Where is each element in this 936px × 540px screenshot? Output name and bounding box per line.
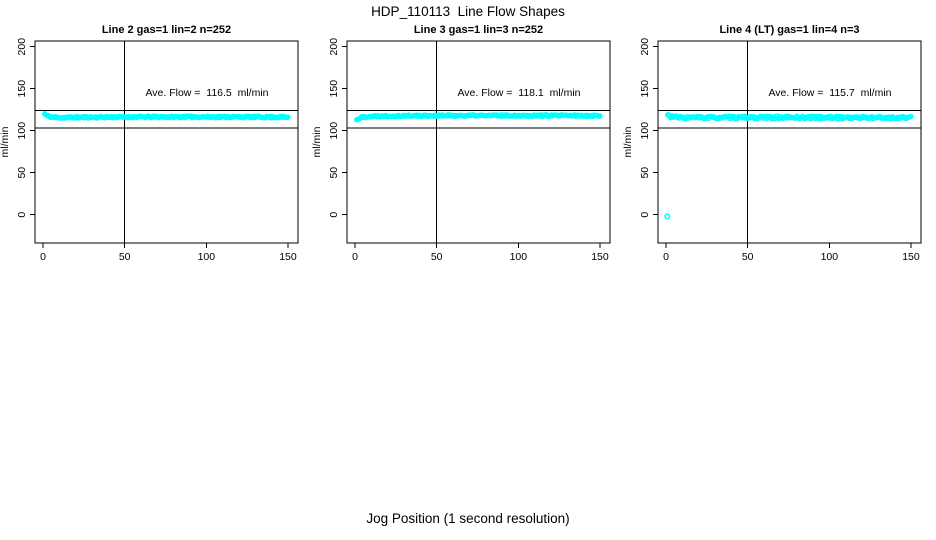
svg-text:200: 200 bbox=[16, 38, 28, 56]
svg-text:50: 50 bbox=[639, 167, 651, 179]
svg-text:50: 50 bbox=[119, 251, 131, 263]
scatter-plot-line3: 0 50 100 150 0 50 100 150 200 ml/min bbox=[311, 38, 611, 263]
svg-text:0: 0 bbox=[663, 251, 669, 263]
svg-text:0: 0 bbox=[16, 212, 28, 218]
svg-text:100: 100 bbox=[639, 122, 651, 140]
svg-text:50: 50 bbox=[16, 167, 28, 179]
svg-text:ml/min: ml/min bbox=[311, 126, 323, 157]
panel-title-line2: Line 2 gas=1 lin=2 n=252 bbox=[101, 24, 232, 36]
svg-text:200: 200 bbox=[639, 38, 651, 56]
panel-title-line3: Line 3 gas=1 lin=3 n=252 bbox=[413, 24, 544, 36]
svg-text:100: 100 bbox=[510, 251, 528, 263]
svg-text:50: 50 bbox=[431, 251, 443, 263]
svg-text:ml/min: ml/min bbox=[622, 126, 634, 157]
svg-text:100: 100 bbox=[16, 122, 28, 140]
ave-flow-annotation-line2: Ave. Flow = 116.5 ml/min bbox=[145, 87, 269, 99]
svg-text:100: 100 bbox=[198, 251, 216, 263]
svg-text:150: 150 bbox=[279, 251, 297, 263]
svg-text:50: 50 bbox=[328, 167, 340, 179]
svg-text:ml/min: ml/min bbox=[0, 126, 11, 157]
panel-title-line4: Line 4 (LT) gas=1 lin=4 n=3 bbox=[719, 24, 860, 36]
scatter-plot-line4: 0 50 100 150 0 50 100 150 200 ml/min bbox=[622, 38, 922, 263]
svg-text:150: 150 bbox=[591, 251, 609, 263]
ave-flow-annotation-line4: Ave. Flow = 115.7 ml/min bbox=[768, 87, 892, 99]
page-title: HDP_110113 Line Flow Shapes bbox=[371, 4, 565, 19]
svg-text:200: 200 bbox=[328, 38, 340, 56]
svg-text:0: 0 bbox=[40, 251, 46, 263]
svg-text:0: 0 bbox=[328, 212, 340, 218]
scatter-plot-line2: 0 50 100 150 0 50 100 150 200 ml/min bbox=[0, 38, 299, 263]
svg-text:150: 150 bbox=[902, 251, 920, 263]
svg-text:150: 150 bbox=[639, 80, 651, 98]
svg-text:0: 0 bbox=[639, 212, 651, 218]
ave-flow-annotation-line3: Ave. Flow = 118.1 ml/min bbox=[457, 87, 581, 99]
x-axis-label: Jog Position (1 second resolution) bbox=[366, 511, 570, 526]
svg-text:100: 100 bbox=[328, 122, 340, 140]
svg-text:150: 150 bbox=[328, 80, 340, 98]
svg-text:0: 0 bbox=[352, 251, 358, 263]
svg-text:100: 100 bbox=[821, 251, 839, 263]
svg-text:50: 50 bbox=[742, 251, 754, 263]
svg-text:150: 150 bbox=[16, 80, 28, 98]
